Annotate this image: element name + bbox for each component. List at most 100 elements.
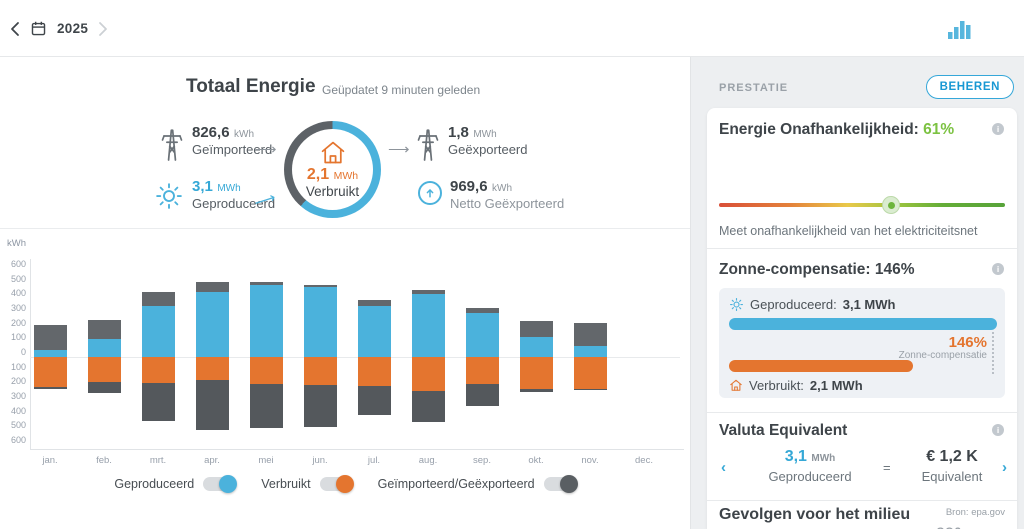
solar-produced-row: Geproduceerd: 3,1 MWh xyxy=(729,297,895,312)
divider xyxy=(707,500,1017,501)
independence-slider[interactable] xyxy=(719,196,1005,214)
bar-segment-gexporteerd[interactable] xyxy=(411,391,445,422)
bar-segment-geproduceerd[interactable] xyxy=(141,306,175,357)
bar-segment-gexporteerd[interactable] xyxy=(141,383,175,421)
bar-segment-gemporteerd[interactable] xyxy=(33,325,67,351)
solar-produced-bar xyxy=(729,318,997,330)
house-icon xyxy=(319,140,347,166)
co2-title: CO2 REDUCTIE xyxy=(905,526,993,529)
info-icon-currency[interactable]: i xyxy=(992,424,1004,436)
bar-segment-gemporteerd[interactable] xyxy=(87,319,121,339)
bar-segment-gemporteerd[interactable] xyxy=(573,323,607,346)
bar-segment-verbruikt[interactable] xyxy=(303,357,337,385)
legend-item-consumed: Verbruikt xyxy=(261,475,354,493)
solar-offset-title: Zonne-compensatie: 146% xyxy=(719,261,915,278)
bar-segment-gemporteerd[interactable] xyxy=(249,282,283,286)
currency-right-label: Equivalent xyxy=(921,469,983,484)
sun-icon xyxy=(154,181,184,211)
bar-segment-gexporteerd[interactable] xyxy=(519,389,553,393)
bar-segment-verbruikt[interactable] xyxy=(195,357,229,381)
y-axis-unit: kWh xyxy=(7,238,26,249)
x-tick-label: aug. xyxy=(418,455,438,466)
top-bar: 2025 xyxy=(0,0,1024,57)
bar-segment-gexporteerd[interactable] xyxy=(573,389,607,390)
x-tick-label: apr. xyxy=(204,455,220,466)
bar-segment-gemporteerd[interactable] xyxy=(303,285,337,287)
bar-segment-verbruikt[interactable] xyxy=(519,357,553,390)
bar-segment-gexporteerd[interactable] xyxy=(87,381,121,393)
pylon-icon xyxy=(156,125,188,163)
imported-unit: kWh xyxy=(234,129,254,140)
chevron-left-icon[interactable] xyxy=(10,21,20,37)
bar-chart-view-icon[interactable] xyxy=(946,18,972,40)
equals-sign: = xyxy=(883,460,891,475)
bar-segment-gexporteerd[interactable] xyxy=(303,384,337,427)
flow-arrow-import: ⟶ xyxy=(255,141,277,158)
info-icon-independence[interactable]: i xyxy=(992,123,1004,135)
bar-segment-geproduceerd[interactable] xyxy=(195,291,229,357)
x-tick-label: mrt. xyxy=(149,455,167,466)
net-exported-stat: 969,6 kWh Netto Geëxporteerd xyxy=(450,178,564,211)
y-tick-label: 300 xyxy=(10,391,26,402)
legend-label-produced: Geproduceerd xyxy=(114,477,195,491)
produced-stat: 3,1 MWh Geproduceerd xyxy=(192,178,275,211)
co2-stat: CO2 REDUCTIE 2,2 ton xyxy=(905,526,993,529)
bar-segment-gexporteerd[interactable] xyxy=(33,387,67,390)
bar-segment-verbruikt[interactable] xyxy=(411,357,445,392)
bar-segment-geproduceerd[interactable] xyxy=(573,346,607,357)
bar-segment-gexporteerd[interactable] xyxy=(249,384,283,429)
independence-percent: 61% xyxy=(923,121,955,138)
selected-year[interactable]: 2025 xyxy=(57,21,89,36)
bar-segment-gemporteerd[interactable] xyxy=(519,321,553,338)
offset-percent-label: Zonne-compensatie xyxy=(898,350,987,361)
energy-flow-summary: 826,6 kWh Geïmporteerd ⟶ 3,1 MWh Geprodu… xyxy=(0,117,690,229)
imported-label: Geïmporteerd xyxy=(192,142,273,157)
bar-segment-geproduceerd[interactable] xyxy=(411,293,445,357)
bar-segment-gemporteerd[interactable] xyxy=(411,290,445,294)
view-switcher xyxy=(946,0,1016,57)
chevron-right-icon-disabled[interactable] xyxy=(98,21,108,37)
bar-segment-verbruikt[interactable] xyxy=(573,357,607,390)
bar-segment-gemporteerd[interactable] xyxy=(357,299,391,307)
solar-consumed-value: 2,1 MWh xyxy=(809,378,863,393)
divider xyxy=(707,412,1017,413)
bar-segment-verbruikt[interactable] xyxy=(141,357,175,384)
toggle-grid[interactable] xyxy=(543,475,578,493)
solar-consumed-bar xyxy=(729,360,913,372)
toggle-produced[interactable] xyxy=(203,475,238,493)
bar-segment-gexporteerd[interactable] xyxy=(195,380,229,430)
apps-grid-icon[interactable] xyxy=(994,18,1016,40)
bar-segment-geproduceerd[interactable] xyxy=(249,285,283,357)
bar-segment-verbruikt[interactable] xyxy=(357,357,391,386)
toggle-consumed[interactable] xyxy=(319,475,354,493)
chevron-right-currency[interactable]: › xyxy=(1002,459,1007,476)
pylon-icon-export xyxy=(412,125,444,163)
manage-button[interactable]: BEHEREN xyxy=(925,75,1014,99)
calendar-icon[interactable] xyxy=(30,20,47,37)
bar-segment-geproduceerd[interactable] xyxy=(465,313,499,357)
bar-segment-gemporteerd[interactable] xyxy=(195,282,229,292)
bar-segment-geproduceerd[interactable] xyxy=(33,350,67,357)
independence-slider-knob[interactable] xyxy=(881,196,900,214)
solar-consumed-label: Verbruikt: xyxy=(749,378,804,393)
bar-segment-verbruikt[interactable] xyxy=(33,357,67,388)
bar-segment-gemporteerd[interactable] xyxy=(141,292,175,307)
bar-segment-verbruikt[interactable] xyxy=(249,357,283,385)
bar-segment-gexporteerd[interactable] xyxy=(465,384,499,407)
bar-segment-geproduceerd[interactable] xyxy=(87,338,121,357)
bar-segment-geproduceerd[interactable] xyxy=(357,306,391,357)
x-tick-label: sep. xyxy=(473,455,491,466)
page-title: Totaal Energie xyxy=(186,76,316,97)
bar-segment-gexporteerd[interactable] xyxy=(357,385,391,415)
flow-arrow-export: ⟶ xyxy=(388,141,410,158)
bar-segment-verbruikt[interactable] xyxy=(465,357,499,385)
x-tick-label: jul. xyxy=(367,455,381,466)
info-icon-solar-offset[interactable]: i xyxy=(992,263,1004,275)
x-tick-label: nov. xyxy=(581,455,599,466)
bar-segment-geproduceerd[interactable] xyxy=(303,286,337,357)
legend-label-consumed: Verbruikt xyxy=(261,477,311,491)
chevron-left-currency[interactable]: ‹ xyxy=(721,459,726,476)
bar-segment-verbruikt[interactable] xyxy=(87,357,121,382)
bar-segment-geproduceerd[interactable] xyxy=(519,337,553,357)
bar-segment-gemporteerd[interactable] xyxy=(465,307,499,313)
